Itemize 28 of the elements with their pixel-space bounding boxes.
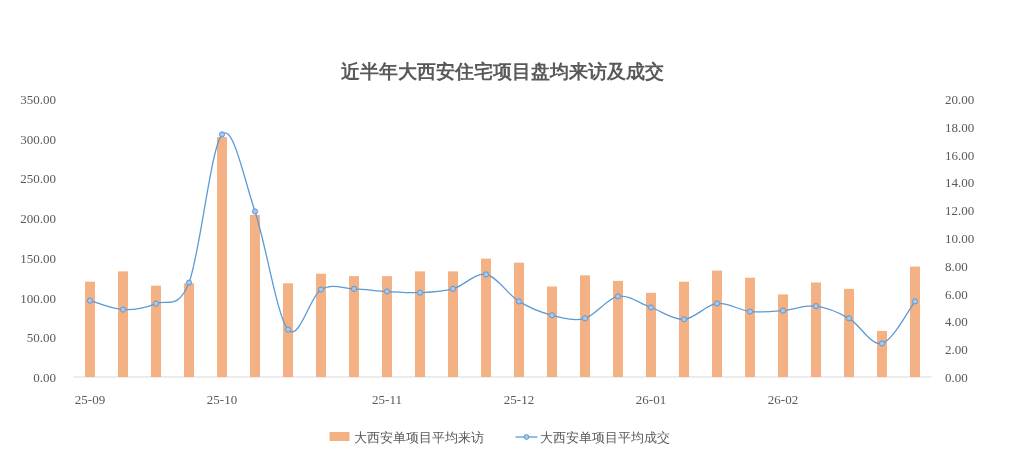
y-tick-label: 250.00 — [20, 171, 56, 187]
x-tick-label: 25-12 — [503, 392, 535, 407]
y2-tick-label: 16.00 — [945, 147, 975, 163]
y-tick-label: 350.00 — [20, 92, 56, 107]
y-tick-label: 100.00 — [20, 290, 56, 306]
y2-tick-label: 8.00 — [945, 258, 968, 274]
x-tick-label: 25-09 — [74, 392, 106, 407]
y-tick-label: 150.00 — [20, 250, 56, 266]
y-tick-label: 0.00 — [33, 370, 56, 385]
y2-tick-label: 20.00 — [945, 92, 975, 107]
chart-title: 近半年大西安住宅项目盘均来访及成交 — [340, 61, 664, 82]
legend-label: 大西安单项目平均成交 — [539, 430, 670, 445]
y-tick-label: 200.00 — [20, 211, 56, 227]
y2-tick-label: 0.00 — [945, 370, 968, 385]
y2-tick-label: 10.00 — [945, 231, 975, 246]
y2-tick-label: 12.00 — [945, 203, 975, 219]
y2-tick-label: 14.00 — [945, 175, 975, 191]
y2-tick-label: 18.00 — [945, 119, 975, 135]
x-tick-label: 26-02 — [767, 392, 799, 407]
legend-label: 大西安单项目平均来访 — [353, 430, 484, 445]
x-tick-label: 25-11 — [372, 392, 402, 407]
y-tick-label: 50.00 — [26, 330, 56, 346]
y2-tick-label: 4.00 — [945, 314, 968, 330]
y2-tick-label: 2.00 — [945, 342, 968, 358]
x-tick-label: 26-01 — [635, 392, 667, 407]
y2-tick-label: 6.00 — [945, 286, 968, 302]
x-tick-label: 25-10 — [206, 392, 238, 407]
y-tick-label: 300.00 — [20, 131, 56, 147]
